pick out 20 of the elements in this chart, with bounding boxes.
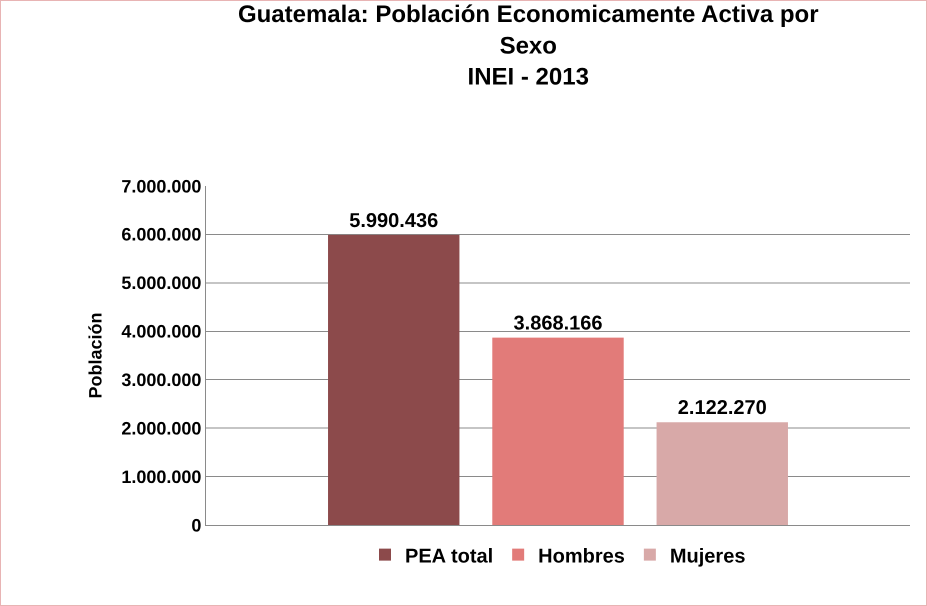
y-tick-label: 5.000.000 bbox=[121, 273, 202, 294]
bar bbox=[492, 338, 624, 525]
y-tick-label: 0 bbox=[191, 515, 202, 536]
bar bbox=[656, 422, 788, 525]
bar bbox=[328, 234, 460, 525]
y-tick-label: 7.000.000 bbox=[121, 176, 202, 196]
chart-subtitle: INEI - 2013 bbox=[468, 64, 589, 91]
y-axis-title: Población bbox=[86, 312, 106, 399]
y-tick-label: 3.000.000 bbox=[121, 370, 202, 390]
chart-title: Guatemala: Población Economicamente Activa por Sexo bbox=[238, 1, 819, 60]
data-label: 2.122.270 bbox=[678, 397, 767, 420]
y-tick-label: 2.000.000 bbox=[121, 418, 202, 438]
y-tick-label: 1.000.000 bbox=[121, 466, 202, 487]
y-tick-label: 4.000.000 bbox=[121, 322, 202, 342]
legend-label: PEA total bbox=[405, 545, 494, 568]
data-label: 3.868.166 bbox=[514, 312, 602, 335]
y-tick-label: 6.000.000 bbox=[121, 224, 202, 245]
legend-label: Mujeres bbox=[670, 545, 746, 568]
data-label: 5.990.436 bbox=[349, 210, 438, 232]
legend-label: Hombres bbox=[538, 545, 625, 568]
